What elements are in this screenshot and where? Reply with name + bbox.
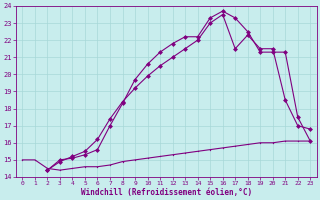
X-axis label: Windchill (Refroidissement éolien,°C): Windchill (Refroidissement éolien,°C) [81, 188, 252, 197]
